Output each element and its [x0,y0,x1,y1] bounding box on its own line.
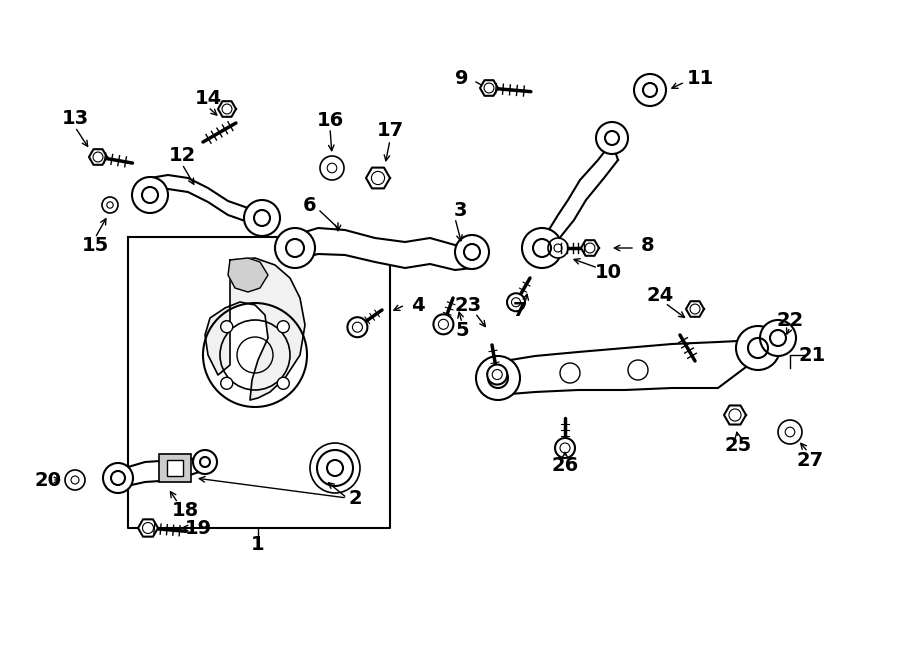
Text: 4: 4 [411,295,425,314]
Circle shape [193,450,217,474]
Polygon shape [724,405,746,424]
Circle shape [220,320,233,333]
Circle shape [548,238,568,258]
Text: 21: 21 [798,346,825,365]
Circle shape [507,293,525,311]
Text: 23: 23 [454,295,482,314]
Text: 7: 7 [513,301,526,320]
Circle shape [244,200,280,236]
Text: 11: 11 [687,68,714,87]
Circle shape [320,156,344,180]
Text: 22: 22 [777,310,804,330]
Text: 5: 5 [455,320,469,340]
Circle shape [778,420,802,444]
Polygon shape [89,149,107,165]
Circle shape [65,470,85,490]
Circle shape [628,360,648,380]
Circle shape [317,450,353,486]
Text: 14: 14 [194,89,221,107]
Text: 6: 6 [303,195,317,214]
Circle shape [634,74,666,106]
Circle shape [560,363,580,383]
Text: 12: 12 [168,146,195,164]
Circle shape [522,228,562,268]
Text: 19: 19 [184,518,212,538]
Circle shape [102,197,118,213]
Circle shape [277,377,289,389]
Circle shape [277,320,289,333]
Text: 1: 1 [251,536,265,555]
Circle shape [103,463,133,493]
Circle shape [736,326,780,370]
Circle shape [760,320,796,356]
Polygon shape [480,80,498,96]
Text: 20: 20 [34,471,61,489]
Polygon shape [581,240,599,256]
Text: 3: 3 [454,201,467,220]
Bar [167,460,183,476]
Text: 26: 26 [552,455,579,475]
Circle shape [347,317,367,337]
Polygon shape [218,101,236,117]
Polygon shape [205,258,305,400]
Text: 9: 9 [455,68,469,87]
Polygon shape [366,167,390,189]
Circle shape [487,365,508,385]
Text: 27: 27 [796,451,824,469]
Polygon shape [138,520,158,537]
Text: 10: 10 [595,263,622,281]
Polygon shape [118,458,205,488]
Circle shape [434,314,454,334]
Circle shape [132,177,168,213]
Text: 18: 18 [171,500,199,520]
Circle shape [476,356,520,400]
Polygon shape [228,258,268,292]
Circle shape [220,377,233,389]
Text: 25: 25 [724,436,751,455]
Text: 8: 8 [641,236,655,254]
Circle shape [596,122,628,154]
Circle shape [555,438,575,458]
Polygon shape [150,175,262,225]
Bar [159,454,191,482]
Circle shape [455,235,489,269]
Polygon shape [128,237,390,528]
Circle shape [275,228,315,268]
Text: 16: 16 [317,111,344,130]
Polygon shape [295,228,472,270]
Text: 24: 24 [646,285,673,305]
Text: 2: 2 [348,489,362,508]
Polygon shape [686,301,704,317]
Polygon shape [498,340,758,395]
Text: 15: 15 [81,236,109,254]
Text: 17: 17 [376,120,403,140]
Text: 13: 13 [61,109,88,128]
Polygon shape [542,142,618,258]
